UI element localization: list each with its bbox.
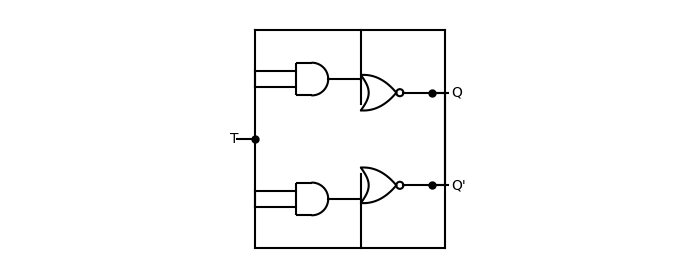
Text: Q': Q' xyxy=(451,178,466,192)
Text: T: T xyxy=(230,132,239,146)
Text: Q: Q xyxy=(451,86,462,100)
